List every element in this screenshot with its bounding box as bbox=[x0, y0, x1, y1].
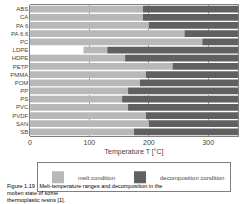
svg-text:Figure 1.19 Melt-temperature: Figure 1.19 Melt-temperature ranges and … bbox=[7, 183, 162, 203]
svg-text:PETP: PETP bbox=[13, 64, 29, 70]
svg-text:PC: PC bbox=[20, 39, 29, 45]
svg-text:Temperature T [°C]: Temperature T [°C] bbox=[105, 148, 164, 156]
svg-text:PA 6.6: PA 6.6 bbox=[11, 31, 29, 37]
svg-text:melt condition: melt condition bbox=[78, 175, 115, 181]
svg-text:HDPE: HDPE bbox=[12, 55, 29, 61]
svg-text:POM: POM bbox=[15, 80, 29, 86]
svg-text:PVDF: PVDF bbox=[12, 113, 28, 119]
svg-text:PMMA: PMMA bbox=[10, 72, 28, 78]
svg-text:100: 100 bbox=[84, 139, 96, 146]
svg-text:ABS: ABS bbox=[16, 6, 28, 12]
svg-text:SAN: SAN bbox=[16, 121, 28, 127]
svg-text:PA 6: PA 6 bbox=[16, 23, 29, 29]
svg-text:decomposition condition: decomposition condition bbox=[160, 175, 224, 181]
svg-text:PVC: PVC bbox=[16, 104, 29, 110]
svg-text:LDPE: LDPE bbox=[13, 47, 29, 53]
svg-text:PP: PP bbox=[20, 88, 28, 94]
svg-text:0: 0 bbox=[28, 139, 32, 146]
svg-text:SB: SB bbox=[20, 129, 28, 135]
svg-text:PS: PS bbox=[20, 96, 28, 102]
svg-text:CA: CA bbox=[20, 14, 28, 20]
svg-text:200: 200 bbox=[143, 139, 155, 146]
svg-text:300: 300 bbox=[202, 139, 214, 146]
